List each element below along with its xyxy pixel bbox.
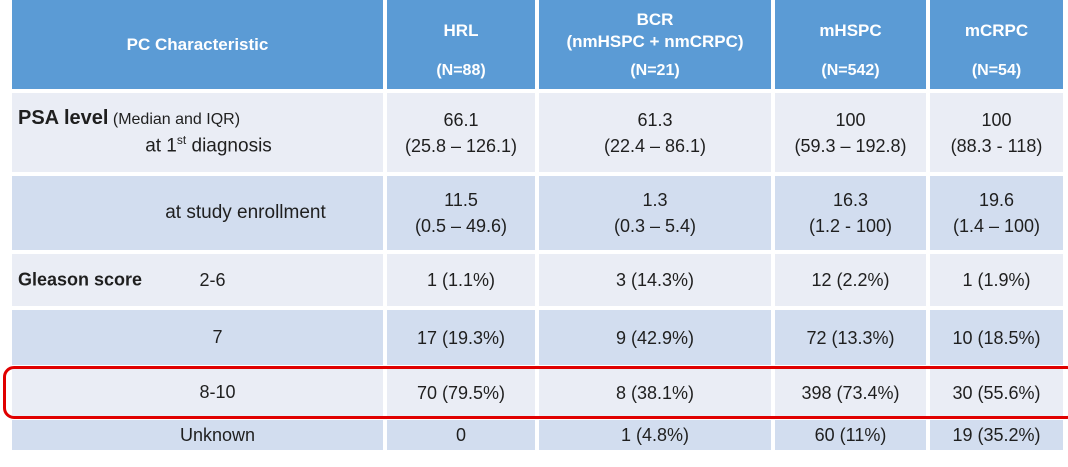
header-n-count: (N=54) [971,62,1022,79]
cell-value: 398 (73.4%) [801,382,900,403]
row-sublabel: 8-10 [199,382,236,402]
cell-gleason-unknown-mcrpc: 19 (35.2%) [930,420,1063,450]
cell-gleason-unknown-mhspc: 60 (11%) [775,420,926,450]
header-cell-pc-characteristic: PC Characteristic [12,0,383,89]
row-sublabel: at study enrollment [165,202,326,223]
header-n-count: (N=542) [821,62,880,79]
cell-value: 19.6 (1.4 – 100) [952,190,1041,236]
cell-psa-enrollment-mhspc: 16.3 (1.2 - 100) [775,176,926,250]
group-label: Gleason score [18,269,143,290]
cell-value: 1 (1.9%) [962,270,1031,290]
cell-gleason-7-bcr: 9 (42.9%) [539,310,771,365]
cell-value: 12 (2.2%) [811,270,890,290]
pc-characteristics-table: PC Characteristic HRL (N=88) BCR (nmHSPC… [12,0,1063,450]
row-sublabel: 7 [212,327,223,347]
row-label-gleason-7: 7 [12,310,383,365]
row-label-gleason-2-6: Gleason score 2-6 [12,254,383,306]
cell-gleason-8-10-bcr: 8 (38.1%) [539,369,771,416]
cell-value: 70 (79.5%) [416,382,506,403]
row-sublabel: at 1st diagnosis [12,133,383,157]
cell-value: 16.3 (1.2 - 100) [808,190,893,236]
cell-value: 1.3 (0.3 – 5.4) [613,190,697,236]
label-text: diagnosis [186,135,272,157]
cell-psa-diagnosis-mhspc: 100 (59.3 – 192.8) [775,93,926,172]
cell-psa-enrollment-mcrpc: 19.6 (1.4 – 100) [930,176,1063,250]
group-note: (Median and IQR) [112,111,241,129]
cell-psa-enrollment-bcr: 1.3 (0.3 – 5.4) [539,176,771,250]
cell-value: 100 (59.3 – 192.8) [794,109,907,156]
header-subtitle: (nmHSPC + nmCRPC) [566,32,744,51]
cell-gleason-2-6-hrl: 1 (1.1%) [387,254,535,306]
cell-value: 19 (35.2%) [952,425,1041,445]
header-title-block: mCRPC [930,0,1063,62]
header-cell-bcr: BCR (nmHSPC + nmCRPC) (N=21) [539,0,771,89]
cell-gleason-8-10-hrl: 70 (79.5%) [387,369,535,416]
cell-gleason-7-hrl: 17 (19.3%) [387,310,535,365]
cell-value: 61.3 (22.4 – 86.1) [603,109,707,156]
header-title: HRL [443,21,479,40]
header-n-count: (N=88) [436,62,486,79]
header-cell-mhspc: mHSPC (N=542) [775,0,926,89]
row-label-gleason-unknown: Unknown [12,420,383,450]
header-cell-hrl: HRL (N=88) [387,0,535,89]
label-text: at 1 [145,135,177,157]
cell-value: 30 (55.6%) [952,382,1041,403]
header-title-block: BCR (nmHSPC + nmCRPC) [539,0,771,62]
cell-psa-enrollment-hrl: 11.5 (0.5 – 49.6) [387,176,535,250]
cell-value: 3 (14.3%) [615,270,695,290]
header-cell-mcrpc: mCRPC (N=54) [930,0,1063,89]
row-label-gleason-8-10: 8-10 [12,369,383,416]
label-superscript: st [176,133,187,148]
header-n-count: (N=21) [630,62,680,79]
cell-psa-diagnosis-hrl: 66.1 (25.8 – 126.1) [387,93,535,172]
row-sublabel: 2-6 [199,269,226,290]
cell-gleason-unknown-hrl: 0 [387,420,535,450]
cell-value: 66.1 (25.8 – 126.1) [404,109,518,156]
cell-gleason-7-mcrpc: 10 (18.5%) [930,310,1063,365]
cell-value: 0 [455,425,466,445]
row-sublabel: Unknown [179,424,256,445]
psa-level-group-label: PSA level (Median and IQR) [12,107,383,130]
cell-gleason-unknown-bcr: 1 (4.8%) [539,420,771,450]
row-label-psa-enrollment: at study enrollment [12,176,383,250]
header-label: PC Characteristic [126,34,269,54]
cell-gleason-2-6-bcr: 3 (14.3%) [539,254,771,306]
cell-value: 100 (88.3 - 118) [950,109,1043,156]
cell-gleason-8-10-mcrpc: 30 (55.6%) [930,369,1063,416]
header-title: BCR [636,10,674,29]
header-title: mCRPC [964,21,1029,40]
header-title-block: mHSPC [775,0,926,62]
group-label: PSA level [18,107,109,130]
cell-value: 9 (42.9%) [615,327,695,348]
cell-value: 10 (18.5%) [952,327,1041,348]
header-title-block: HRL [387,0,535,62]
cell-value: 72 (13.3%) [806,327,895,348]
cell-psa-diagnosis-bcr: 61.3 (22.4 – 86.1) [539,93,771,172]
header-title: mHSPC [819,21,882,40]
row-label-psa-diagnosis: PSA level (Median and IQR) at 1st diagno… [12,93,383,172]
cell-gleason-8-10-mhspc: 398 (73.4%) [775,369,926,416]
cell-value: 11.5 (0.5 – 49.6) [414,190,508,236]
cell-gleason-2-6-mcrpc: 1 (1.9%) [930,254,1063,306]
cell-value: 17 (19.3%) [416,327,506,348]
cell-value: 1 (4.8%) [620,425,690,445]
cell-value: 1 (1.1%) [426,270,496,290]
cell-value: 60 (11%) [814,425,887,445]
cell-value: 8 (38.1%) [615,382,695,403]
cell-gleason-2-6-mhspc: 12 (2.2%) [775,254,926,306]
cell-gleason-7-mhspc: 72 (13.3%) [775,310,926,365]
cell-psa-diagnosis-mcrpc: 100 (88.3 - 118) [930,93,1063,172]
